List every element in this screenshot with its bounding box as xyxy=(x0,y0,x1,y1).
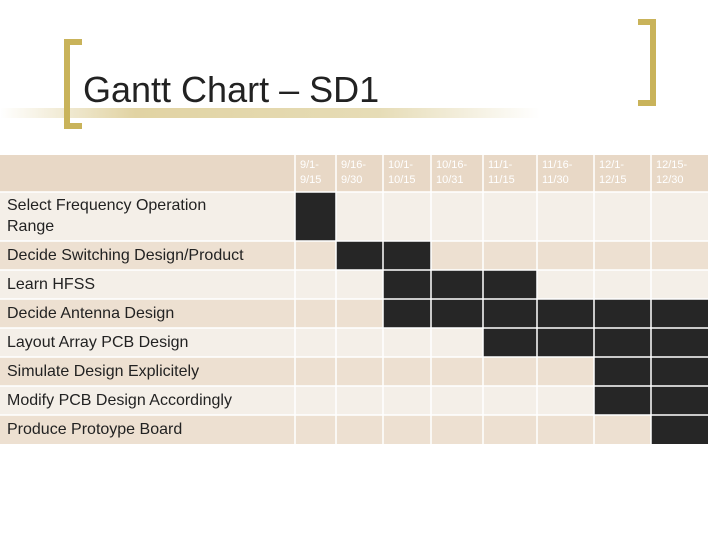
task-label: Layout Array PCB Design xyxy=(7,334,188,351)
title-underline-bar xyxy=(0,108,540,118)
period-header-4: 10/16-10/31 xyxy=(436,159,468,186)
gantt-empty-cell xyxy=(431,192,483,241)
gantt-bar-cell xyxy=(651,415,708,444)
gantt-empty-cell xyxy=(295,357,336,386)
gantt-empty-cell xyxy=(336,415,383,444)
gantt-empty-cell xyxy=(431,328,483,357)
right-bracket-decoration xyxy=(650,19,656,106)
gantt-empty-cell xyxy=(483,192,537,241)
gantt-bar-cell xyxy=(483,299,537,328)
task-label: Decide Antenna Design xyxy=(7,305,174,322)
gantt-bar-cell xyxy=(483,270,537,299)
gantt-empty-cell xyxy=(383,386,431,415)
gantt-empty-cell xyxy=(336,299,383,328)
gantt-empty-cell xyxy=(431,241,483,270)
task-label: Learn HFSS xyxy=(7,276,95,293)
period-header-8: 12/15-12/30 xyxy=(656,159,688,186)
gantt-empty-cell xyxy=(383,415,431,444)
gantt-bar-cell xyxy=(431,270,483,299)
gantt-bar-cell xyxy=(383,299,431,328)
left-bracket-bottom xyxy=(64,123,82,129)
gantt-empty-cell xyxy=(383,328,431,357)
gantt-bar-cell xyxy=(651,328,708,357)
gantt-empty-cell xyxy=(651,241,708,270)
gantt-bar-cell xyxy=(295,192,336,241)
gantt-empty-cell xyxy=(651,270,708,299)
gantt-empty-cell xyxy=(431,357,483,386)
gantt-bar-cell xyxy=(594,328,651,357)
gantt-empty-cell xyxy=(383,192,431,241)
gantt-empty-cell xyxy=(336,386,383,415)
gantt-empty-cell xyxy=(336,270,383,299)
gantt-empty-cell xyxy=(537,192,594,241)
period-header-6: 11/16-11/30 xyxy=(542,159,573,186)
gantt-empty-cell xyxy=(594,241,651,270)
gantt-bar-cell xyxy=(651,386,708,415)
task-label: Simulate Design Explicitely xyxy=(7,363,199,380)
gantt-bar-cell xyxy=(383,241,431,270)
gantt-empty-cell xyxy=(295,299,336,328)
gantt-bar-cell xyxy=(383,270,431,299)
gantt-empty-cell xyxy=(295,328,336,357)
gantt-bar-cell xyxy=(336,241,383,270)
gantt-bar-cell xyxy=(537,299,594,328)
gantt-empty-cell xyxy=(295,270,336,299)
gantt-empty-cell xyxy=(537,386,594,415)
left-bracket-top xyxy=(64,39,82,45)
gantt-empty-cell xyxy=(483,357,537,386)
period-header-1: 9/1-9/15 xyxy=(300,159,321,186)
gantt-empty-cell xyxy=(336,328,383,357)
period-header-5: 11/1-11/15 xyxy=(488,159,515,186)
gantt-empty-cell xyxy=(594,270,651,299)
gantt-empty-cell xyxy=(651,192,708,241)
task-label: Decide Switching Design/Product xyxy=(7,247,244,264)
gantt-header-row xyxy=(0,155,708,192)
gantt-empty-cell xyxy=(336,192,383,241)
gantt-empty-cell xyxy=(295,241,336,270)
gantt-bar-cell xyxy=(483,328,537,357)
gantt-empty-cell xyxy=(483,241,537,270)
gantt-empty-cell xyxy=(431,415,483,444)
gantt-empty-cell xyxy=(336,357,383,386)
gantt-empty-cell xyxy=(383,357,431,386)
gantt-empty-cell xyxy=(537,415,594,444)
gantt-empty-cell xyxy=(483,415,537,444)
period-header-3: 10/1-10/15 xyxy=(388,159,416,186)
gantt-bar-cell xyxy=(594,299,651,328)
gantt-bar-cell xyxy=(537,328,594,357)
left-bracket-decoration xyxy=(64,39,70,129)
gantt-empty-cell xyxy=(594,415,651,444)
slide-title: Gantt Chart – SD1 xyxy=(83,69,380,110)
gantt-bar-cell xyxy=(594,386,651,415)
gantt-empty-cell xyxy=(537,270,594,299)
gantt-empty-cell xyxy=(537,241,594,270)
gantt-empty-cell xyxy=(483,386,537,415)
period-header-7: 12/1-12/15 xyxy=(599,159,627,186)
gantt-bar-cell xyxy=(594,357,651,386)
gantt-empty-cell xyxy=(295,415,336,444)
gantt-empty-cell xyxy=(295,386,336,415)
right-bracket-top xyxy=(638,19,656,25)
gantt-empty-cell xyxy=(431,386,483,415)
task-label: Select Frequency Operation Range xyxy=(7,197,206,235)
task-label: Modify PCB Design Accordingly xyxy=(7,392,232,409)
gantt-chart: 9/1-9/15 9/16-9/30 10/1-10/15 10/16-10/31 11… xyxy=(0,155,708,447)
gantt-bar-cell xyxy=(431,299,483,328)
gantt-bar-cell xyxy=(651,357,708,386)
gantt-bar-cell xyxy=(651,299,708,328)
gantt-empty-cell xyxy=(594,192,651,241)
right-bracket-bottom xyxy=(638,100,656,106)
gantt-empty-cell xyxy=(537,357,594,386)
task-label: Produce Protoype Board xyxy=(7,421,182,438)
period-header-2: 9/16-9/30 xyxy=(341,159,366,186)
